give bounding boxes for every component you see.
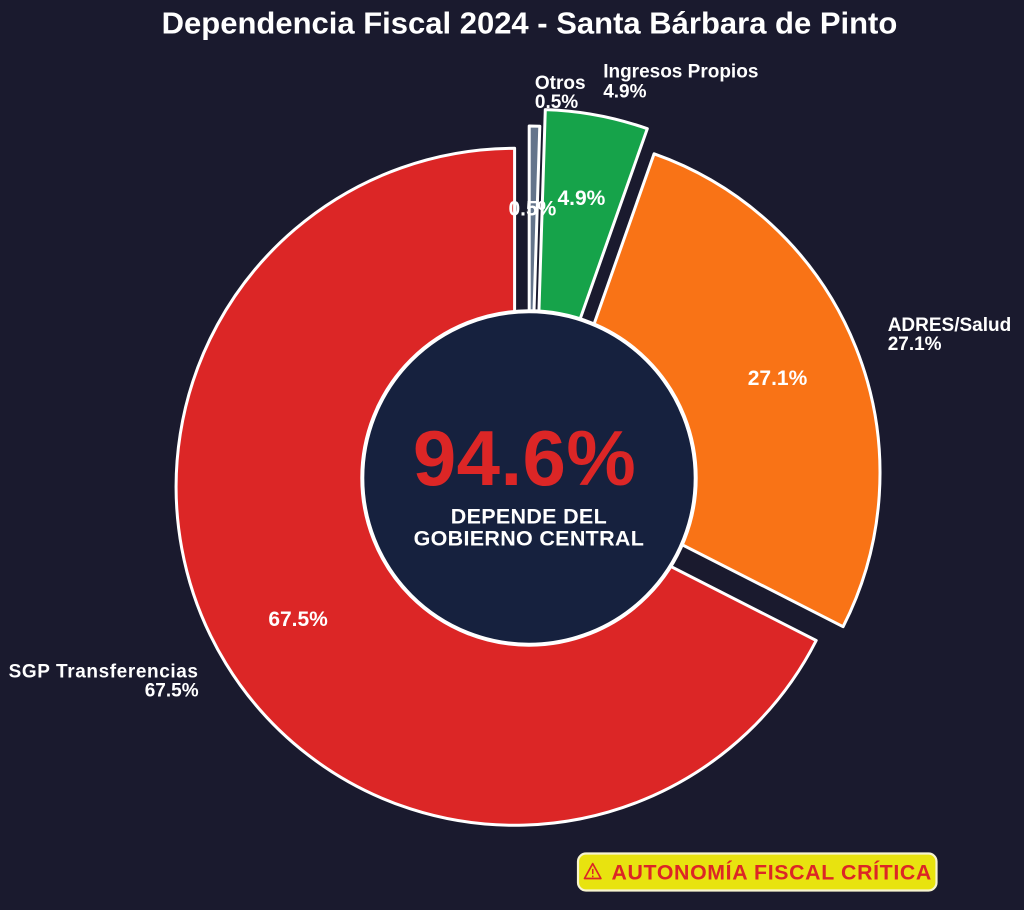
svg-text:DEPENDE DEL: DEPENDE DEL (451, 504, 607, 528)
svg-text:SGP Transferencias: SGP Transferencias (9, 662, 199, 683)
svg-text:Dependencia Fiscal 2024 - Sant: Dependencia Fiscal 2024 - Santa Bárbara … (162, 6, 898, 41)
svg-text:94.6%: 94.6% (413, 414, 636, 502)
svg-text:67.5%: 67.5% (268, 608, 328, 631)
svg-text:4.9%: 4.9% (557, 187, 605, 210)
svg-text:AUTONOMÍA FISCAL CRÍTICA: AUTONOMÍA FISCAL CRÍTICA (612, 859, 932, 884)
svg-text:27.1%: 27.1% (748, 367, 808, 390)
svg-text:ADRES/Salud: ADRES/Salud (888, 315, 1012, 336)
svg-text:GOBIERNO CENTRAL: GOBIERNO CENTRAL (414, 527, 645, 551)
svg-text:Otros: Otros (535, 73, 586, 94)
svg-text:0.5%: 0.5% (508, 198, 556, 221)
svg-text:Ingresos Propios: Ingresos Propios (603, 62, 758, 83)
svg-text:67.5%: 67.5% (145, 681, 199, 702)
svg-text:0.5%: 0.5% (535, 92, 578, 113)
svg-text:4.9%: 4.9% (603, 82, 646, 103)
svg-text:27.1%: 27.1% (888, 334, 942, 355)
